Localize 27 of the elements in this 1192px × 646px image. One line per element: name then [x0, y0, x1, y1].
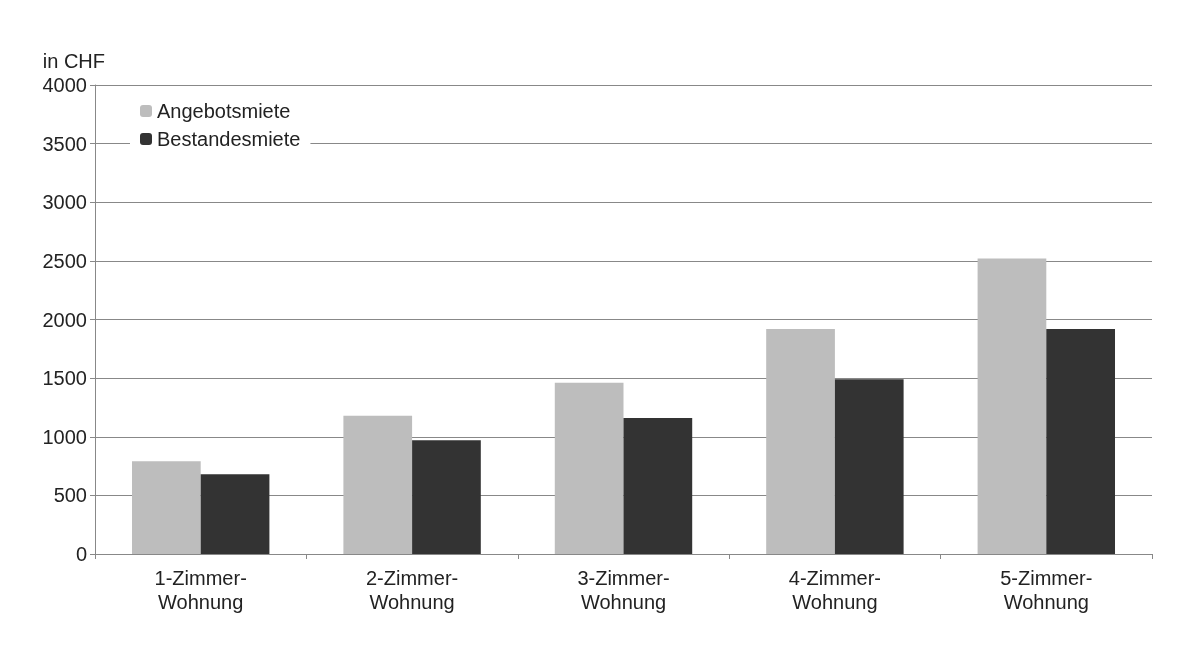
y-tick-label: 4000	[42, 74, 87, 96]
y-tick-label: 2000	[42, 308, 87, 331]
y-tick-label: 1000	[42, 425, 87, 448]
bar	[412, 440, 481, 554]
bar	[200, 474, 270, 554]
bar	[834, 379, 904, 554]
x-tick-label: 5-Zimmer- Wohnung	[1000, 567, 1093, 613]
x-tick-label: 4-Zimmer- Wohnung	[788, 567, 882, 613]
y-tick-label: 0	[75, 543, 87, 565]
y-tick-label: 3000	[42, 191, 87, 214]
legend-label: Angebotsmiete	[157, 100, 291, 122]
y-tick-label: 2500	[42, 249, 87, 272]
bar	[1046, 328, 1115, 554]
y-tick-label: 1500	[42, 367, 87, 390]
y-tick-label: 3500	[42, 132, 87, 155]
bar	[132, 461, 201, 554]
y-axis-title: in CHF	[42, 50, 105, 72]
bar	[766, 328, 835, 554]
x-tick-label: 3-Zimmer- Wohnung	[577, 567, 670, 613]
x-tick-label: 2-Zimmer- Wohnung	[365, 567, 459, 613]
bar	[623, 417, 693, 554]
y-tick-label: 500	[53, 484, 87, 507]
bar	[977, 258, 1047, 554]
x-tick-label: 1-Zimmer- Wohnung	[154, 567, 247, 613]
bar	[554, 382, 624, 554]
legend-label: Bestandesmiete	[157, 128, 301, 150]
bar	[343, 415, 413, 554]
